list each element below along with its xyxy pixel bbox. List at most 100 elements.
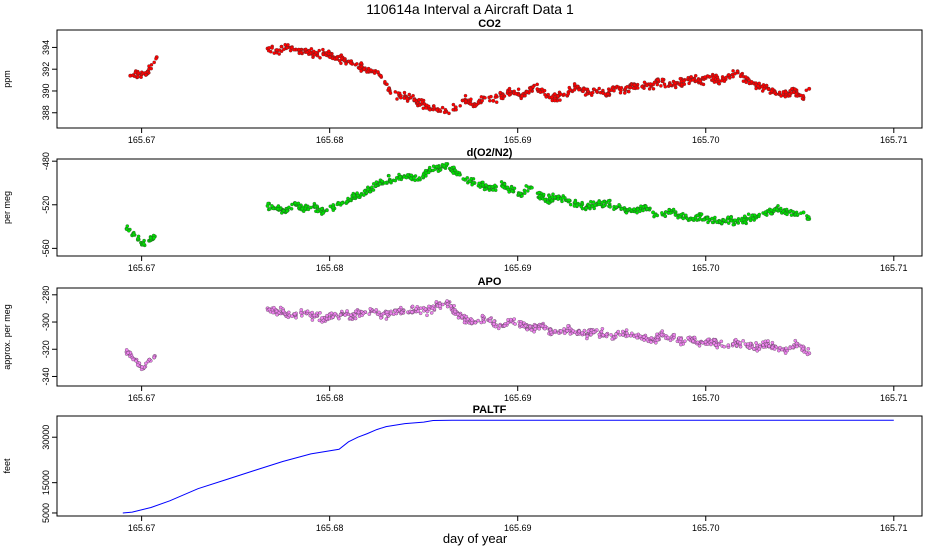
apo-scatter-dot bbox=[488, 319, 492, 323]
co2-scatter-dot bbox=[272, 51, 276, 55]
co2-scatter-dot bbox=[149, 66, 153, 71]
co2-scatter-dot bbox=[460, 98, 465, 103]
co2-scatter-dot bbox=[645, 83, 649, 88]
o2n2-scatter-dot bbox=[487, 185, 492, 190]
apo-scatter-dot bbox=[441, 302, 445, 307]
apo-x-tick-label: 165.71 bbox=[880, 393, 908, 403]
co2-scatter-dot bbox=[636, 86, 640, 90]
co2-scatter-dot bbox=[402, 90, 407, 95]
apo-scatter-dot bbox=[294, 315, 298, 320]
panel-o2n2: d(O2/N2) per meg -560 -520 -480 165.67 165.68 1… bbox=[2, 147, 923, 273]
o2n2-scatter-dot bbox=[550, 198, 554, 203]
apo-scatter-dot bbox=[692, 335, 697, 340]
o2n2-scatter-dot bbox=[499, 180, 504, 184]
o2n2-scatter-dot bbox=[470, 182, 474, 187]
o2n2-scatter-dot bbox=[421, 174, 425, 179]
co2-scatter-dot bbox=[625, 84, 630, 89]
apo-scatter-dot bbox=[801, 346, 805, 351]
o2n2-scatter-dot bbox=[587, 204, 591, 208]
apo-scatter-dot bbox=[580, 331, 585, 335]
apo-scatter-dot bbox=[795, 344, 799, 349]
co2-scatter-dot bbox=[279, 44, 284, 49]
apo-scatter-dot bbox=[462, 320, 467, 325]
co2-scatter-dot bbox=[438, 108, 442, 112]
o2n2-scatter-dot bbox=[673, 213, 678, 217]
apo-scatter-dot bbox=[777, 348, 781, 353]
o2n2-scatter-dot bbox=[715, 220, 719, 225]
apo-scatter-dot bbox=[367, 312, 372, 316]
apo-scatter-dot bbox=[317, 318, 322, 323]
co2-scatter-dot bbox=[656, 78, 660, 82]
apo-scatter-dot bbox=[460, 315, 464, 319]
o2n2-scatter-dot bbox=[789, 213, 794, 217]
co2-scatter-dot bbox=[304, 47, 308, 52]
apo-scatter-dot bbox=[345, 309, 349, 313]
co2-scatter-dot bbox=[494, 93, 498, 97]
apo-scatter-dot bbox=[712, 338, 717, 342]
apo-scatter-dot bbox=[683, 339, 687, 343]
o2n2-scatter-dot bbox=[785, 212, 789, 217]
co2-scatter-dot bbox=[575, 84, 580, 89]
co2-scatter-dot bbox=[543, 92, 547, 97]
apo-scatter-dot bbox=[147, 357, 152, 362]
apo-scatter-dot bbox=[416, 309, 420, 313]
co2-scatter-dot bbox=[277, 52, 281, 56]
paltf-y-axis-label: feet bbox=[2, 458, 12, 474]
o2n2-scatter-dot bbox=[543, 197, 547, 202]
apo-scatter-dot bbox=[423, 307, 428, 311]
apo-scatter-dot bbox=[394, 311, 399, 316]
o2n2-scatter-dot bbox=[606, 199, 611, 203]
apo-y-tick-label: -280 bbox=[41, 286, 51, 304]
co2-y-tick-label: 388 bbox=[41, 105, 51, 120]
co2-scatter-dot bbox=[735, 69, 740, 73]
o2n2-scatter-dot bbox=[530, 185, 534, 190]
o2n2-scatter-dot bbox=[551, 192, 555, 196]
apo-scatter-dot bbox=[562, 331, 567, 335]
co2-scatter-dot bbox=[464, 99, 468, 104]
apo-scatter-dot bbox=[476, 318, 480, 323]
apo-scatter-dot bbox=[267, 307, 272, 312]
o2n2-scatter-dot bbox=[746, 212, 751, 216]
apo-title: APO bbox=[478, 276, 502, 288]
co2-scatter-dot bbox=[553, 98, 557, 103]
apo-scatter-dot bbox=[333, 311, 337, 316]
apo-scatter-dot bbox=[691, 339, 695, 343]
apo-scatter-dot bbox=[418, 306, 423, 310]
o2n2-scatter-dot bbox=[567, 198, 571, 202]
apo-scatter-dot bbox=[731, 342, 735, 346]
apo-scatter-dot bbox=[529, 328, 534, 332]
co2-scatter-dot bbox=[451, 102, 456, 107]
co2-scatter-dot bbox=[660, 77, 665, 82]
o2n2-scatter-dot bbox=[362, 193, 366, 197]
o2n2-scatter-dot bbox=[289, 207, 294, 211]
apo-scatter-dot bbox=[770, 340, 775, 345]
co2-scatter-dot bbox=[731, 69, 735, 73]
o2n2-scatter-dot bbox=[733, 218, 737, 222]
apo-scatter-dot bbox=[368, 307, 373, 311]
co2-scatter-dot bbox=[507, 93, 512, 97]
o2n2-scatter-dot bbox=[352, 193, 356, 198]
o2n2-scatter-dot bbox=[468, 179, 472, 184]
o2n2-scatter-dot bbox=[597, 200, 601, 205]
co2-data-point bbox=[807, 86, 812, 91]
co2-scatter-dot bbox=[632, 83, 637, 87]
co2-scatter-dot bbox=[366, 66, 371, 71]
o2n2-scatter-dot bbox=[710, 220, 715, 225]
apo-scatter-dot bbox=[537, 327, 541, 331]
co2-scatter-dot bbox=[424, 106, 428, 110]
co2-scatter-dot bbox=[277, 48, 282, 52]
o2n2-scatter-dot bbox=[591, 200, 596, 204]
co2-scatter-dot bbox=[717, 82, 722, 86]
apo-scatter-dot bbox=[621, 329, 625, 334]
co2-scatter-dot bbox=[147, 64, 151, 68]
o2n2-scatter-dot bbox=[300, 206, 305, 211]
o2n2-scatter-dot bbox=[726, 221, 731, 225]
apo-scatter-dot bbox=[492, 322, 496, 326]
co2-scatter-dot bbox=[562, 92, 566, 97]
apo-scatter-dot bbox=[585, 334, 590, 338]
co2-scatter-dot bbox=[362, 67, 366, 71]
co2-scatter-dot bbox=[357, 66, 362, 71]
co2-scatter-dot bbox=[463, 93, 468, 98]
apo-scatter-dot bbox=[274, 309, 279, 313]
o2n2-scatter-dot bbox=[366, 187, 370, 192]
